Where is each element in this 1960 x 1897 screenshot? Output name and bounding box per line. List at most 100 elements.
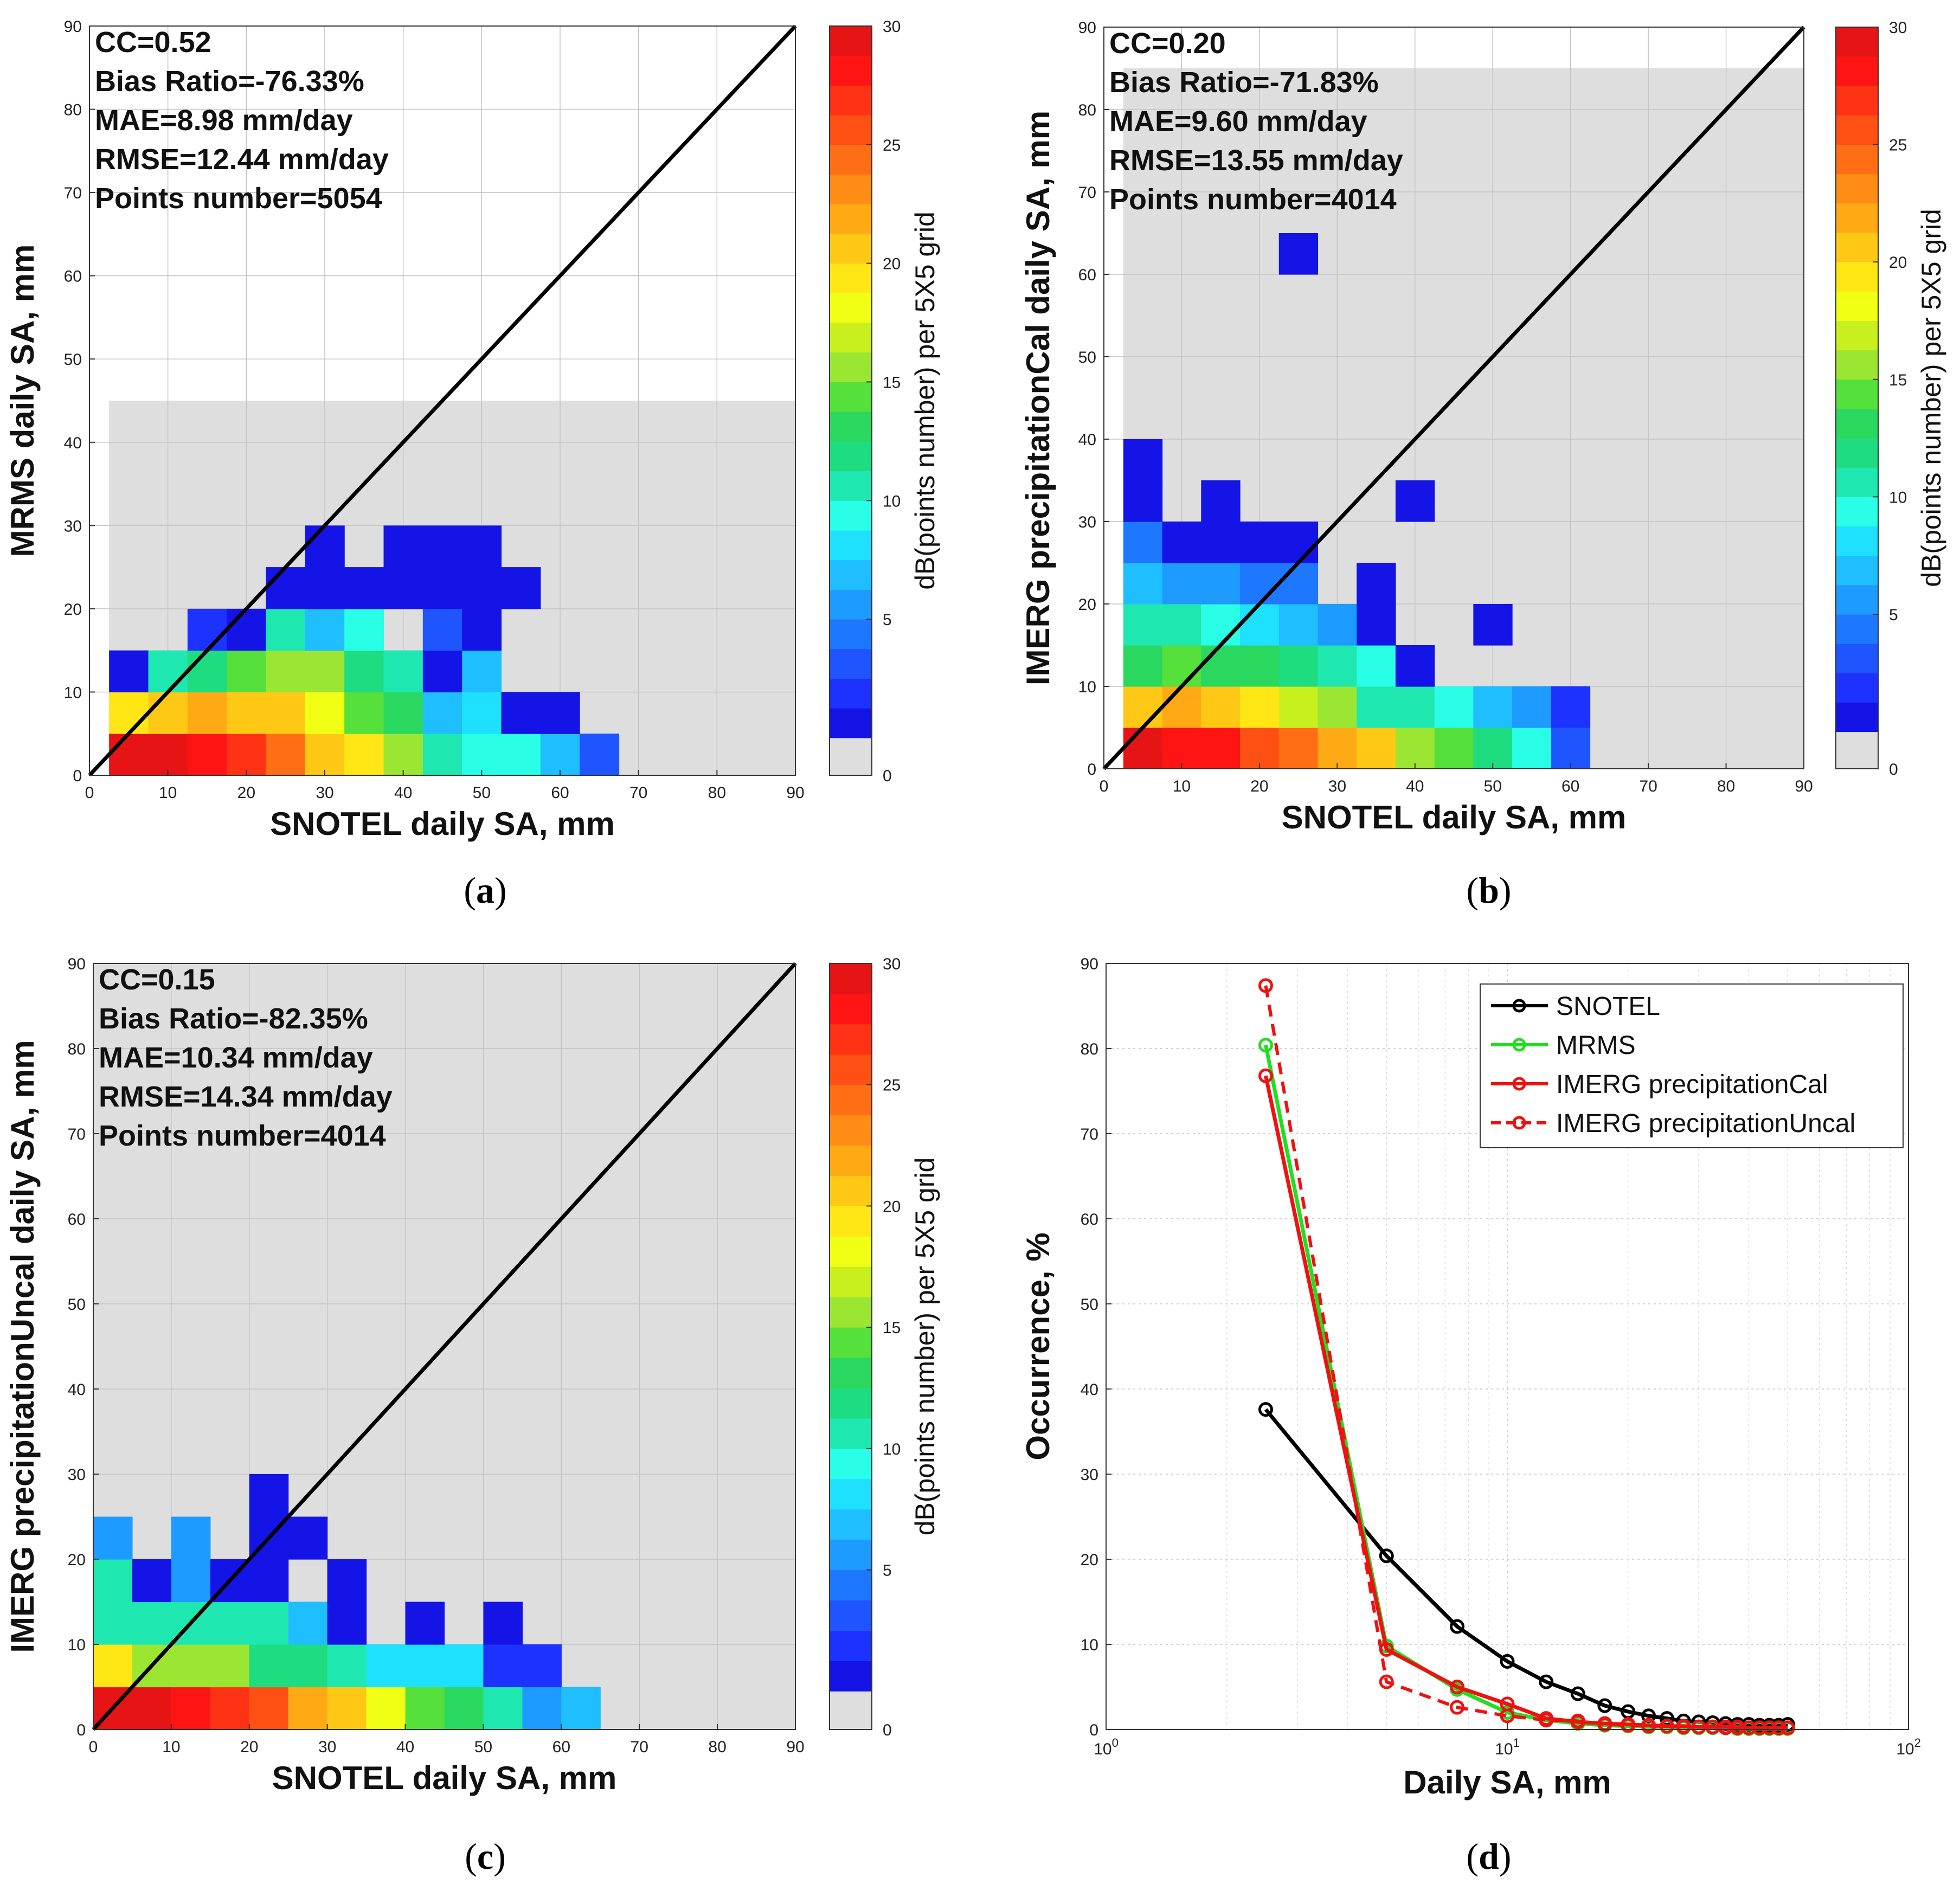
density-cell [462, 608, 502, 651]
density-cell [1123, 563, 1163, 605]
density-cell [1357, 563, 1396, 605]
density-cell [1395, 728, 1435, 769]
colorbar-swatch [830, 993, 872, 1025]
colorbar-label: dB(points number) per 5X5 grid [910, 1158, 940, 1536]
density-cell [305, 692, 345, 734]
x-tick-label: 0 [1100, 777, 1109, 795]
stat-line: Points number=4014 [99, 1120, 386, 1152]
colorbar-tick-label: 20 [883, 1198, 901, 1216]
series-marker [1752, 1720, 1767, 1735]
y-tick-label: 20 [68, 1551, 86, 1569]
legend-frame [1480, 983, 1904, 1148]
density-cell [1201, 645, 1241, 687]
density-cell [148, 692, 188, 734]
x-tick-base: 10 [1094, 1740, 1111, 1758]
panel-label-letter: c [477, 1836, 493, 1877]
colorbar-swatch [830, 1266, 872, 1297]
density-cell [109, 734, 149, 776]
colorbar-swatch [1836, 173, 1878, 204]
x-tick-label: 40 [1406, 777, 1424, 795]
legend-entry: MRMS [1556, 1031, 1636, 1060]
x-tick-label: 60 [552, 1738, 570, 1756]
density-cell [580, 734, 620, 776]
density-cell [171, 1687, 211, 1730]
density-cell [422, 650, 462, 693]
x-tick-label: 20 [237, 784, 255, 802]
density-cell [405, 1687, 445, 1730]
series-marker [1258, 978, 1273, 993]
series-marker [1771, 1720, 1787, 1735]
stat-line: RMSE=14.34 mm/day [99, 1081, 393, 1113]
x-axis-label: SNOTEL daily SA, mm [1282, 799, 1627, 835]
one-to-one-line [1102, 25, 1805, 770]
series-marker [1500, 1654, 1515, 1669]
stat-line: RMSE=12.44 mm/day [95, 143, 389, 176]
density-cell [1201, 604, 1241, 646]
colorbar-swatch [830, 1630, 872, 1661]
colorbar-swatch [830, 619, 872, 650]
density-cell [1551, 686, 1591, 728]
colorbar-swatch [1836, 467, 1878, 497]
colorbar-swatch [830, 1145, 872, 1176]
y-tick-label: 30 [1081, 1466, 1098, 1484]
density-cell [93, 1644, 133, 1688]
panel-label-close: ) [493, 1836, 506, 1877]
colorbar-swatch [830, 55, 872, 86]
colorbar-swatch [1836, 408, 1878, 439]
colorbar-swatch [830, 471, 872, 501]
density-cell [1357, 604, 1396, 646]
density-cell [344, 734, 384, 776]
density-cell [93, 1516, 133, 1560]
colorbar-swatch [1836, 644, 1878, 673]
y-tick-label: 40 [64, 434, 82, 452]
colorbar-tick-label: 25 [1889, 137, 1907, 155]
x-tick-label: 80 [1717, 777, 1735, 795]
x-tick-label: 70 [629, 784, 647, 802]
density-cell [305, 567, 345, 609]
density-cell [227, 608, 267, 651]
density-cell [1473, 604, 1513, 646]
density-cell [1473, 728, 1513, 769]
stat-line: CC=0.20 [1109, 27, 1226, 60]
x-tick-exponent: 0 [1112, 1736, 1119, 1750]
colorbar-swatch [830, 1539, 872, 1571]
density-cell [483, 1602, 523, 1645]
colorbar-frame [829, 963, 872, 1730]
colorbar: 0 5 10 15 20 25 30 dB(points number) per 5X5 gr… [829, 18, 940, 785]
density-cell [366, 1687, 406, 1730]
series-marker [1741, 1720, 1757, 1735]
density-cell [522, 1644, 562, 1688]
colorbar-zero-swatch [830, 737, 872, 775]
x-tick-label: 100 [1094, 1736, 1119, 1758]
density-cell [422, 692, 462, 734]
density-cell [444, 1644, 484, 1688]
series-marker [1597, 1717, 1612, 1732]
density-cell [422, 608, 462, 651]
density-cell [1278, 645, 1319, 687]
density-cell [327, 1687, 367, 1730]
density-cell [501, 692, 541, 734]
density-cell [1512, 686, 1552, 728]
panel-label: (b) [1466, 870, 1511, 911]
y-tick-label: 80 [68, 1040, 86, 1058]
colorbar-swatch [1836, 320, 1878, 351]
y-tick-label: 20 [1078, 596, 1096, 614]
series-line [1264, 985, 1788, 1729]
colorbar-swatch [830, 382, 872, 412]
colorbar-swatch [830, 530, 872, 561]
density-cell [266, 692, 306, 734]
colorbar-zero-swatch [830, 1691, 872, 1729]
density-cell [561, 1687, 601, 1730]
stat-line: Bias Ratio=-82.35% [99, 1002, 368, 1035]
y-tick-label: 70 [1081, 1126, 1098, 1143]
density-cell [1123, 439, 1163, 481]
colorbar-swatch [830, 85, 872, 115]
colorbar-swatch [830, 1084, 872, 1116]
series-marker [1691, 1719, 1706, 1734]
density-cell [462, 650, 502, 693]
density-cell [327, 1644, 367, 1688]
colorbar-swatch [830, 1054, 872, 1085]
x-tick-label: 30 [316, 784, 333, 802]
density-cell [344, 692, 384, 734]
y-tick-label: 0 [76, 1721, 86, 1739]
